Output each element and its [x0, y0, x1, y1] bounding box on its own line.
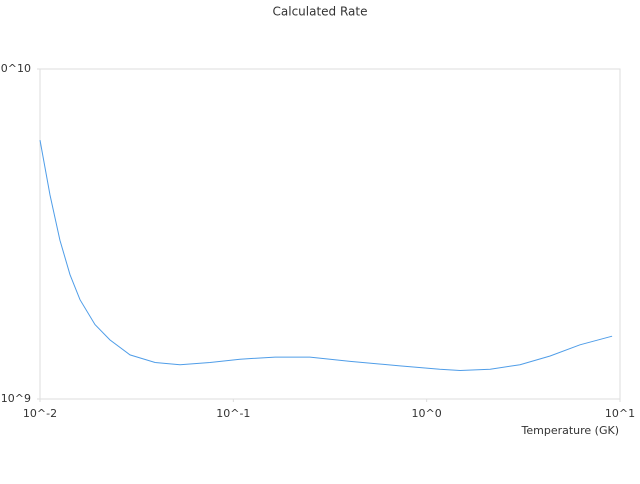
chart-title: Calculated Rate	[273, 5, 368, 19]
y-tick-label: 10^10	[0, 62, 31, 75]
plot-frame	[39, 68, 621, 400]
x-tick-label: 10^-2	[23, 407, 57, 420]
x-axis-label: Temperature (GK)	[521, 424, 620, 437]
y-tick-label: 10^9	[1, 392, 31, 405]
x-tick-label: 10^1	[605, 407, 635, 420]
x-tick-label: 10^-1	[216, 407, 250, 420]
data-line	[39, 140, 613, 372]
x-tick-label: 10^0	[412, 407, 442, 420]
